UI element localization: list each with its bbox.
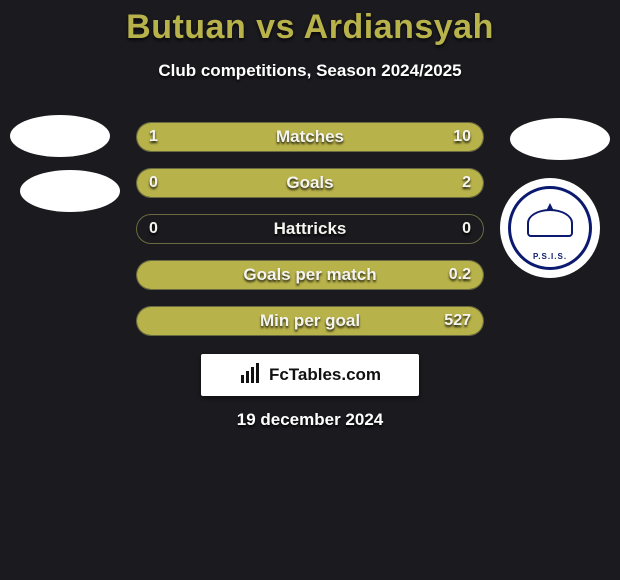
stat-value-right: 0: [450, 215, 483, 243]
left-team-badge-2: [20, 170, 120, 212]
chart-bars-icon: [239, 361, 263, 390]
stats-bars: 1Matches100Goals20Hattricks0Goals per ma…: [136, 122, 484, 352]
crest-text: P.S.I.S.: [533, 252, 567, 261]
crest-dome-icon: [527, 209, 573, 237]
stat-row: 0Hattricks0: [136, 214, 484, 244]
stat-fill-right: [168, 123, 483, 151]
left-team-badge-1: [10, 115, 110, 157]
stat-value-left: 0: [137, 215, 170, 243]
stat-fill-right: [137, 307, 483, 335]
page-root: Butuan vs Ardiansyah Club competitions, …: [0, 0, 620, 580]
stat-value-left: 0: [137, 169, 170, 197]
right-team-badge: P.S.I.S.: [500, 178, 600, 278]
stat-value-right: 10: [441, 123, 483, 151]
page-subtitle: Club competitions, Season 2024/2025: [0, 61, 620, 81]
stat-row: 0Goals2: [136, 168, 484, 198]
stat-value-right: 527: [432, 307, 483, 335]
stat-label: Hattricks: [137, 215, 483, 243]
stat-fill-right: [137, 261, 483, 289]
brand-text: FcTables.com: [269, 365, 381, 385]
brand-badge: FcTables.com: [201, 354, 419, 396]
stat-value-right: 2: [450, 169, 483, 197]
stat-value-left: 1: [137, 123, 170, 151]
date-text: 19 december 2024: [0, 410, 620, 430]
stat-row: Min per goal527: [136, 306, 484, 336]
stat-value-left: [137, 261, 161, 289]
stat-value-right: 0.2: [437, 261, 483, 289]
stat-row: 1Matches10: [136, 122, 484, 152]
stat-fill-right: [137, 169, 483, 197]
club-crest-icon: P.S.I.S.: [508, 186, 592, 270]
stat-row: Goals per match0.2: [136, 260, 484, 290]
right-team-badge-blank: [510, 118, 610, 160]
stat-value-left: [137, 307, 161, 335]
page-title: Butuan vs Ardiansyah: [0, 8, 620, 47]
